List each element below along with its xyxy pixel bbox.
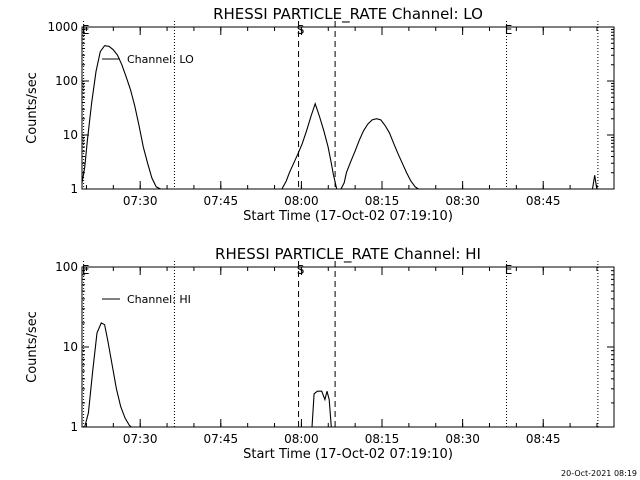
y-tick-label: 1 [70, 182, 78, 196]
chart-title: RHESSI PARTICLE_RATE Channel: LO [213, 5, 483, 24]
marker-label-e: E [505, 23, 513, 37]
y-axis-label: Counts/sec [25, 311, 40, 383]
series-line [281, 101, 422, 190]
plot-frame [81, 266, 615, 428]
marker-label-e: E [82, 23, 90, 37]
marker-label-e: E [505, 263, 513, 277]
series-line [81, 45, 161, 190]
x-tick-label: 07:30 [123, 432, 158, 446]
x-tick-label: 08:00 [284, 432, 319, 446]
y-tick-label: 10 [63, 128, 78, 142]
series-line [591, 175, 598, 190]
footer-timestamp: 20-Oct-2021 08:19 [561, 469, 637, 478]
chart-title: RHESSI PARTICLE_RATE Channel: HI [215, 245, 481, 264]
x-tick-label: 07:45 [204, 432, 239, 446]
x-tick-label: 07:30 [123, 194, 158, 208]
y-tick-label: 1 [70, 420, 78, 434]
x-tick-label: 08:15 [365, 194, 400, 208]
x-tick-label: 08:30 [445, 194, 480, 208]
x-tick-label: 08:15 [365, 432, 400, 446]
x-tick-label: 07:45 [204, 194, 239, 208]
legend-label: Channel: HI [127, 293, 191, 306]
series-line [311, 390, 332, 428]
x-axis-label: Start Time (17-Oct-02 07:19:10) [243, 447, 453, 462]
y-tick-label: 1000 [47, 20, 78, 34]
marker-label-s: S [297, 23, 305, 37]
x-tick-label: 08:30 [445, 432, 480, 446]
y-tick-label: 100 [55, 260, 78, 274]
y-axis-label: Counts/sec [25, 72, 40, 144]
x-tick-label: 08:00 [284, 194, 319, 208]
plot-frame [81, 26, 615, 190]
y-tick-label: 10 [63, 340, 78, 354]
marker-label-e: E [82, 263, 90, 277]
x-tick-label: 08:45 [526, 432, 561, 446]
panel-lo: RHESSI PARTICLE_RATE Channel: LO 1 10 100 10… [25, 5, 615, 224]
marker-label-s: S [297, 263, 305, 277]
series-line [84, 322, 132, 428]
panel-hi: RHESSI PARTICLE_RATE Channel: HI 1 10 100 07… [25, 245, 615, 462]
y-tick-label: 100 [55, 74, 78, 88]
x-axis-label: Start Time (17-Oct-02 07:19:10) [243, 209, 453, 224]
x-tick-label: 08:45 [526, 194, 561, 208]
legend-label: Channel: LO [127, 53, 194, 66]
